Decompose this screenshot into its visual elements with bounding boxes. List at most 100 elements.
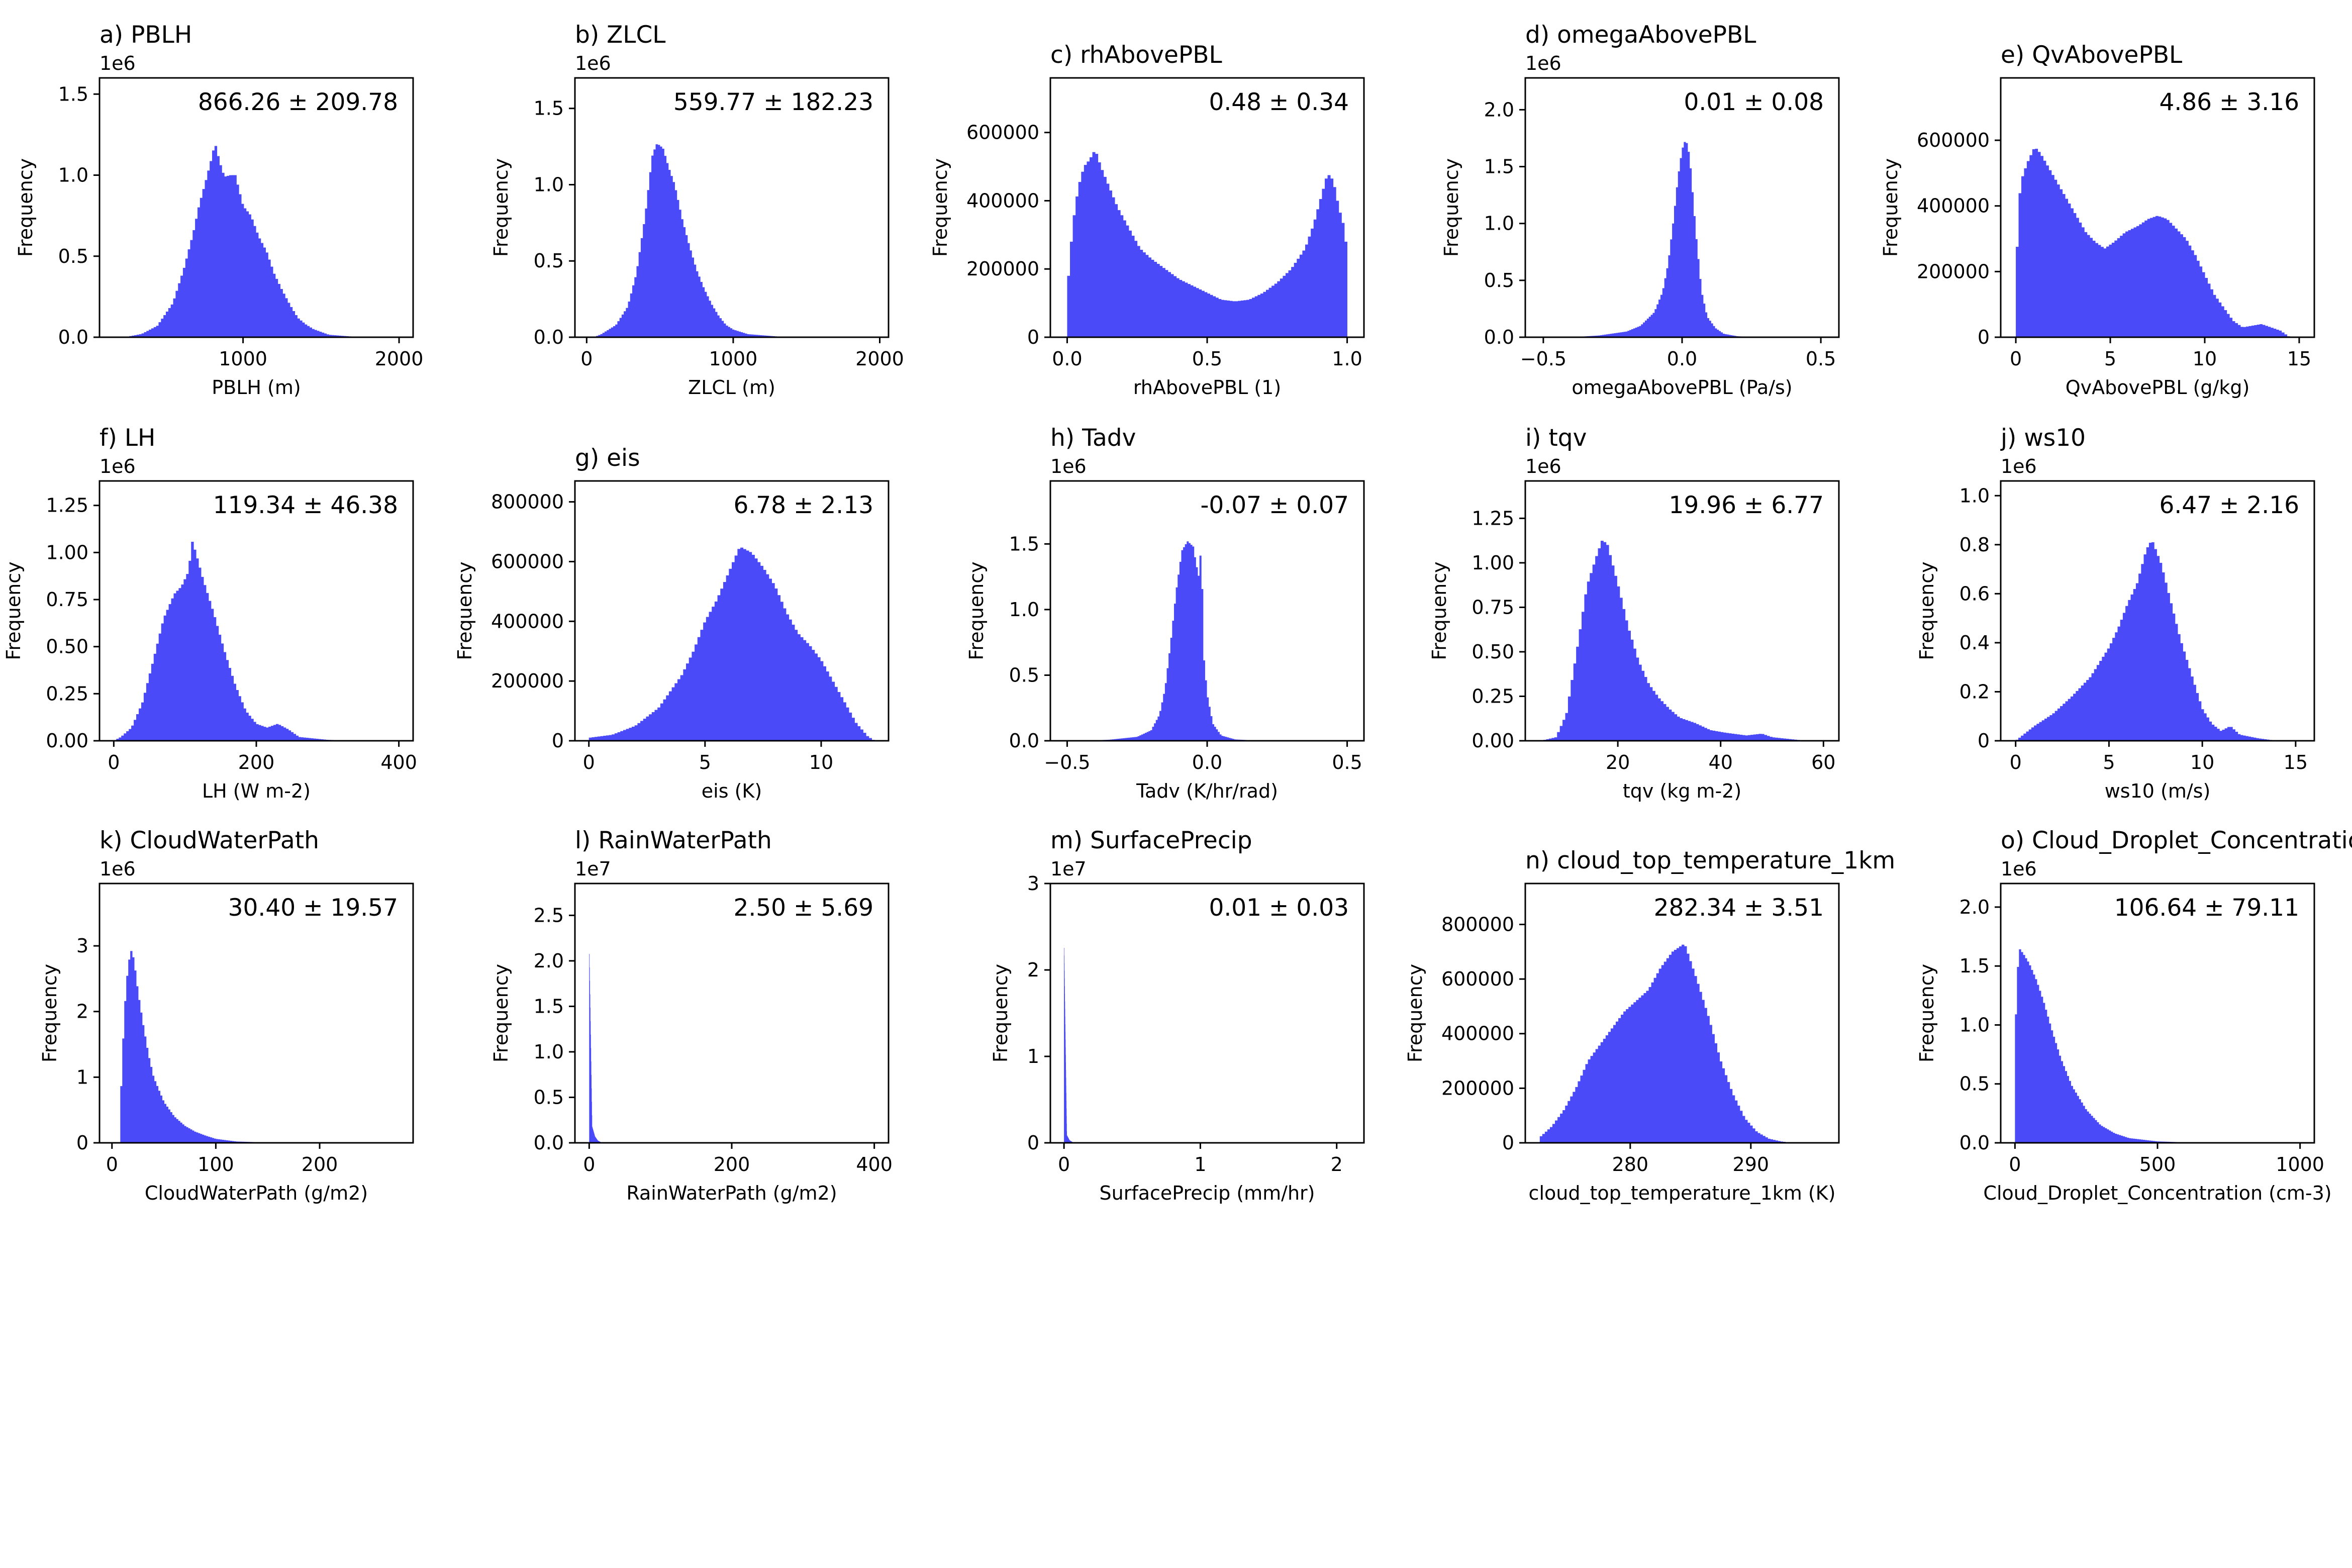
histogram-bar [1280, 278, 1283, 337]
histogram-bar [1338, 213, 1342, 337]
histogram-bar [605, 331, 607, 337]
histogram-bar [1718, 331, 1721, 337]
histogram-bar [1319, 199, 1322, 337]
histogram-bar [1213, 296, 1216, 337]
histogram-bar [1154, 723, 1156, 741]
histogram-bar [1726, 334, 1729, 337]
histogram-bar [2142, 1140, 2145, 1143]
histogram-bar [1772, 737, 1776, 741]
x-axis-label: eis (K) [702, 780, 762, 802]
subplot-title: o) Cloud_Droplet_Concentration [2001, 827, 2352, 854]
histogram-bar [246, 211, 249, 337]
histogram-bar [1747, 735, 1751, 741]
x-tick-label: 2000 [855, 348, 904, 370]
histogram-bar [2040, 997, 2043, 1143]
histogram-bar [161, 623, 164, 741]
histogram-bar [1635, 327, 1637, 337]
histogram-bar [128, 959, 131, 1143]
histogram-bar [186, 1127, 188, 1143]
histogram-bar [2120, 620, 2123, 741]
histogram-bar [166, 311, 169, 337]
histogram-bar [1557, 1117, 1560, 1143]
histogram-bar [134, 335, 137, 337]
histogram-bar [2243, 327, 2246, 337]
axis-exponent: 1e6 [100, 455, 136, 477]
histogram-bar [764, 335, 766, 337]
histogram-bar [126, 731, 129, 741]
histogram-bar [248, 716, 251, 741]
histogram-bar [1697, 984, 1700, 1143]
histogram-bar [2111, 242, 2115, 337]
histogram-bar [643, 719, 646, 741]
histogram-bar [1126, 738, 1129, 741]
x-tick-label: 0 [2010, 751, 2022, 773]
histogram-bar [176, 1119, 178, 1143]
histogram-bar [214, 1138, 217, 1143]
histogram-bars [1571, 142, 1766, 338]
histogram-bar [1600, 540, 1604, 741]
axis-exponent: 1e6 [100, 858, 136, 880]
histogram-bar [2084, 232, 2088, 337]
histogram-bar [592, 737, 595, 741]
histogram-bar [2103, 248, 2107, 337]
subplot-g: 0 5 10 0 200000 400000 600000 800000 g) eis 6.78 … [454, 444, 890, 802]
x-tick-label: 10 [2190, 751, 2214, 773]
histogram-bar [1727, 1082, 1730, 1143]
histogram-bar [2117, 238, 2120, 337]
y-tick-label: 200000 [966, 258, 1039, 280]
histogram-bar [266, 727, 269, 741]
histogram-bar [1612, 333, 1614, 337]
histogram-bar [706, 617, 709, 741]
histogram-bar [2025, 958, 2027, 1143]
histogram-bar [692, 651, 695, 741]
histogram-bar [1775, 1140, 1778, 1143]
histogram-bar [1709, 321, 1711, 337]
histogram-bar [166, 1106, 168, 1143]
histogram-bar [1128, 737, 1131, 741]
histogram-bar [709, 612, 712, 741]
histogram-bar [1604, 334, 1607, 337]
histogram-bar [2265, 326, 2268, 337]
histogram-bar [134, 970, 137, 1143]
histogram-bar [843, 702, 846, 741]
histogram-bar [1750, 1125, 1753, 1143]
stats-annotation: 4.86 ± 3.16 [2159, 88, 2299, 116]
histogram-bar [834, 687, 838, 741]
axes-frame [1524, 883, 1840, 1144]
x-tick-label: 1.0 [1332, 348, 1362, 370]
subplot-c: 0.0 0.5 1.0 0 200000 400000 600000 c) rhAbovePB… [929, 41, 1365, 399]
histogram-bar [316, 739, 319, 741]
histogram-bar [1170, 274, 1174, 337]
histogram-bar [199, 567, 202, 741]
histogram-bar [238, 696, 241, 741]
histogram-bar [849, 712, 852, 741]
histogram-bar [276, 724, 279, 741]
histogram-bar [1773, 1140, 1776, 1143]
histogram-bar [1761, 734, 1765, 741]
histogram-bar [1570, 1096, 1573, 1143]
histogram-bar [1606, 334, 1608, 337]
histogram-bar [216, 626, 219, 741]
histogram-bar [823, 666, 827, 741]
histogram-bar [1588, 1059, 1591, 1143]
histogram-bar [1765, 1137, 1768, 1143]
histogram-bar [700, 630, 704, 741]
histogram-bar [1636, 657, 1639, 741]
histogram-bars [2015, 949, 2215, 1143]
histogram-bar [2245, 326, 2249, 337]
histogram-bar [1145, 733, 1147, 741]
subplot-title: h) Tadv [1050, 424, 1136, 452]
histogram-bar [268, 259, 271, 337]
histogram-bar [1778, 738, 1781, 741]
histogram-bar [1173, 604, 1176, 741]
histogram-bar [223, 652, 227, 741]
histogram-bar [2109, 643, 2113, 741]
histogram-bar [1322, 188, 1325, 337]
histogram-bar [1576, 646, 1579, 741]
histogram-bars [1067, 152, 1347, 337]
histogram-bar [590, 1008, 591, 1143]
histogram-bar [324, 333, 327, 337]
histogram-bar [1619, 598, 1623, 741]
histogram-bar [1752, 1128, 1755, 1143]
histogram-bar [1718, 731, 1721, 741]
